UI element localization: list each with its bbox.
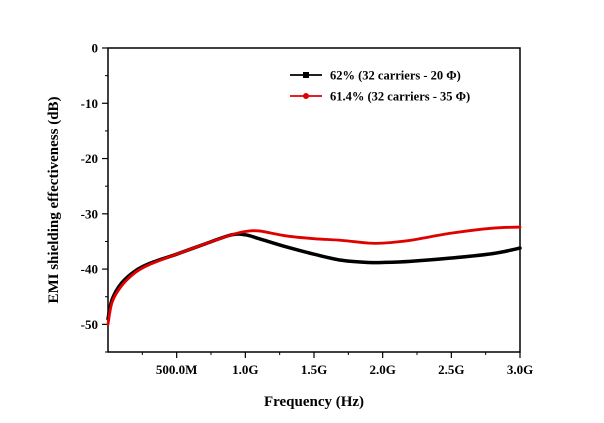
y-tick-label: -40	[81, 262, 98, 277]
x-tick-label: 2.0G	[369, 362, 395, 377]
y-tick-label: -20	[81, 151, 98, 166]
series-line-1	[106, 232, 522, 321]
y-tick-label: -10	[81, 96, 98, 111]
y-tick-label: -50	[81, 317, 98, 332]
x-tick-label: 2.5G	[438, 362, 464, 377]
legend-label-2: 61.4% (32 carriers - 35 Φ)	[330, 90, 470, 104]
series-line-2	[106, 225, 522, 326]
y-axis-title: EMI shielding effectiveness (dB)	[46, 96, 62, 303]
legend-label-1: 62% (32 carriers - 20 Φ)	[330, 69, 461, 83]
series-lines	[106, 225, 522, 326]
y-tick-label: 0	[92, 41, 99, 56]
y-axis-ticks: 0 -10 -20 -30 -40 -50	[81, 41, 108, 353]
x-axis-title: Frequency (Hz)	[264, 394, 364, 410]
y-tick-label: -30	[81, 206, 98, 221]
x-axis-ticks: 500.0M 1.0G 1.5G 2.0G 2.5G 3.0G	[141, 352, 533, 377]
x-tick-label: 1.5G	[301, 362, 327, 377]
legend-marker-square	[303, 72, 309, 78]
x-tick-label: 3.0G	[507, 362, 533, 377]
x-tick-label: 1.0G	[232, 362, 258, 377]
legend: 62% (32 carriers - 20 Φ) 61.4% (32 carrie…	[290, 69, 470, 104]
legend-marker-circle	[303, 93, 309, 99]
x-tick-label: 500.0M	[156, 362, 198, 377]
